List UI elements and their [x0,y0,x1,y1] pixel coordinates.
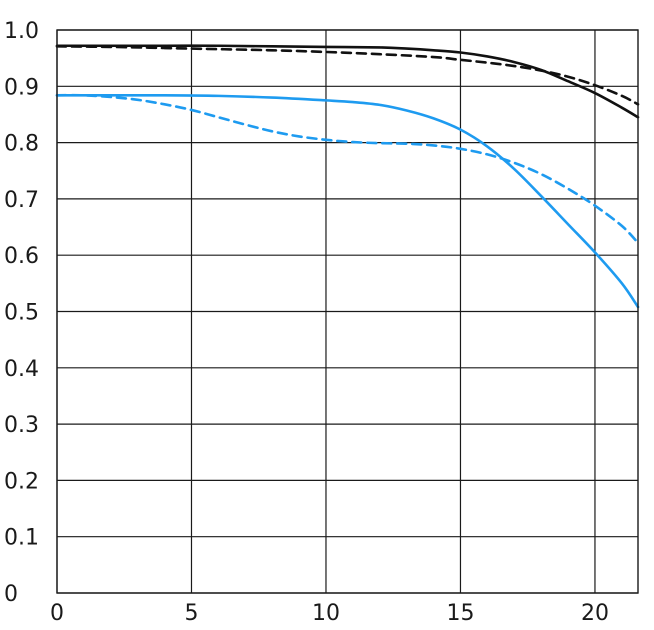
y-tick-label: 0.4 [4,357,39,382]
x-tick-label: 15 [446,601,474,626]
y-tick-label: 0.2 [4,469,39,494]
plot-frame [56,29,639,594]
series-line-3 [55,93,640,309]
x-axis-tick-labels: 0 5 10 15 20 [50,601,609,626]
series-line-2 [55,45,640,106]
y-tick-label: 0.6 [4,244,39,269]
y-tick-label: 1.0 [4,19,39,44]
y-tick-label: 0 [4,582,18,607]
x-tick-label: 5 [184,601,198,626]
y-tick-label: 0.9 [4,75,39,100]
y-tick-label: 0.3 [4,413,39,438]
series-line-4 [55,93,640,245]
x-tick-label: 10 [312,601,340,626]
y-axis-tick-labels: 0 0.1 0.2 0.3 0.4 0.5 0.6 0.7 0.8 0.9 1.0 [4,19,39,607]
series-line-1 [55,44,640,119]
y-tick-label: 0.8 [4,132,39,157]
y-tick-label: 0.1 [4,526,39,551]
grid [56,29,638,594]
y-tick-label: 0.7 [4,188,39,213]
series-group [55,44,640,309]
y-tick-label: 0.5 [4,301,39,326]
x-tick-label: 0 [50,601,64,626]
x-tick-label: 20 [581,601,609,626]
